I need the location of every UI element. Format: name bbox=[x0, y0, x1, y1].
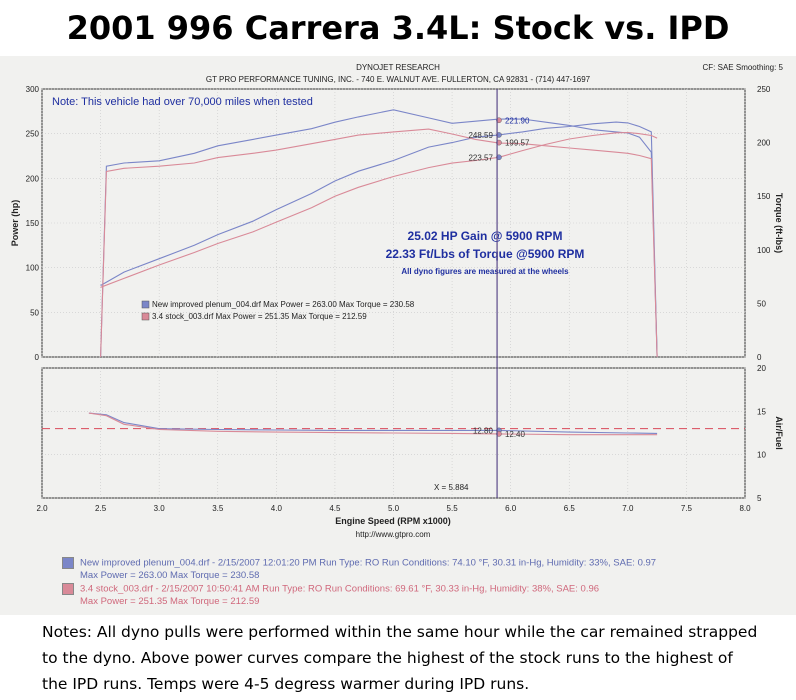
afr-tick-label: 5 bbox=[757, 494, 762, 503]
data-label: 12.40 bbox=[505, 430, 526, 439]
torque-tick-label: 100 bbox=[757, 246, 771, 255]
data-label: 223.57 bbox=[468, 153, 493, 162]
torque-axis-ticks: 0 50 100 150 200 250 bbox=[757, 85, 771, 362]
chart-background bbox=[0, 56, 796, 615]
run-ipd-details: New improved plenum_004.drf - 2/15/2007 … bbox=[80, 557, 657, 569]
x-tick-label: 5.0 bbox=[388, 504, 400, 513]
torque-tick-label: 150 bbox=[757, 192, 771, 201]
wheels-annotation: All dyno figures are measured at the whe… bbox=[401, 267, 569, 276]
power-tick-label: 100 bbox=[26, 264, 40, 273]
mileage-note: Note: This vehicle had over 70,000 miles… bbox=[52, 96, 313, 108]
data-label: 221.90 bbox=[505, 116, 530, 125]
afr-tick-label: 20 bbox=[757, 364, 766, 373]
header-correction: CF: SAE Smoothing: 5 bbox=[703, 63, 784, 72]
torque-tick-label: 200 bbox=[757, 139, 771, 148]
power-tick-label: 0 bbox=[35, 353, 40, 362]
data-label: 248.59 bbox=[468, 131, 493, 140]
power-panel-grid bbox=[41, 88, 746, 358]
run-info-ipd: New improved plenum_004.drf - 2/15/2007 … bbox=[62, 557, 656, 582]
header-shop: GT PRO PERFORMANCE TUNING, INC. - 740 E.… bbox=[206, 75, 591, 84]
afr-tick-label: 15 bbox=[757, 407, 766, 416]
power-torque-series: 221.90 248.59 199.57 223.57 bbox=[100, 109, 658, 358]
stock-torque-line bbox=[100, 128, 658, 358]
power-tick-label: 300 bbox=[26, 85, 40, 94]
torque-tick-label: 50 bbox=[757, 299, 766, 308]
torque-tick-label: 0 bbox=[757, 353, 762, 362]
power-axis-label: Power (hp) bbox=[10, 200, 20, 247]
website-link[interactable]: http://www.gtpro.com bbox=[356, 530, 431, 539]
ipd-power-line bbox=[100, 121, 658, 358]
cursor-readout: X = 5.884 bbox=[434, 483, 469, 492]
x-tick-label: 2.5 bbox=[95, 504, 107, 513]
run-ipd-swatch bbox=[62, 557, 74, 569]
afr-axis-ticks: 5 10 15 20 bbox=[757, 364, 766, 503]
power-axis-ticks: 0 50 100 150 200 250 300 bbox=[26, 85, 40, 362]
rpm-axis-ticks: 2.0 2.5 3.0 3.5 4.0 4.5 5.0 5.5 6.0 6.5 7.0 7.5 8.0 bbox=[36, 504, 751, 513]
hp-gain-annotation: 25.02 HP Gain @ 5900 RPM bbox=[408, 229, 563, 243]
afr-axis-label: Air/Fuel bbox=[774, 416, 784, 450]
x-tick-label: 6.0 bbox=[505, 504, 517, 513]
x-tick-label: 4.5 bbox=[329, 504, 341, 513]
legend-ipd-swatch bbox=[141, 300, 150, 309]
run-info-stock: 3.4 stock_003.drf - 2/15/2007 10:50:41 A… bbox=[62, 583, 599, 608]
torque-axis-label: Torque (ft-lbs) bbox=[774, 193, 784, 253]
run-stock-swatch bbox=[62, 583, 74, 595]
stock-afr-line bbox=[88, 412, 658, 436]
legend-stock-entry: 3.4 stock_003.drf Max Power = 251.35 Max… bbox=[152, 312, 367, 321]
run-stock-details: 3.4 stock_003.drf - 2/15/2007 10:50:41 A… bbox=[80, 583, 600, 595]
data-label: 12.80 bbox=[473, 426, 494, 435]
run-ipd-max: Max Power = 263.00 Max Torque = 230.58 bbox=[80, 569, 260, 581]
x-tick-label: 2.0 bbox=[36, 504, 48, 513]
run-stock-max: Max Power = 251.35 Max Torque = 212.59 bbox=[80, 595, 260, 607]
torque-tick-label: 250 bbox=[757, 85, 771, 94]
x-tick-label: 4.0 bbox=[271, 504, 283, 513]
x-tick-label: 3.0 bbox=[154, 504, 166, 513]
ipd-afr-line bbox=[88, 412, 658, 434]
torque-gain-annotation: 22.33 Ft/Lbs of Torque @5900 RPM bbox=[386, 247, 585, 261]
x-tick-label: 6.5 bbox=[564, 504, 576, 513]
rpm-axis-label: Engine Speed (RPM x1000) bbox=[335, 516, 451, 526]
x-tick-label: 8.0 bbox=[739, 504, 751, 513]
x-tick-label: 7.0 bbox=[622, 504, 634, 513]
header-org: DYNOJET RESEARCH bbox=[356, 63, 440, 72]
ipd-torque-line bbox=[100, 109, 658, 358]
legend-ipd-entry: New improved plenum_004.drf Max Power = … bbox=[152, 300, 415, 309]
legend-stock-swatch bbox=[141, 312, 150, 321]
afr-tick-label: 10 bbox=[757, 451, 766, 460]
power-tick-label: 50 bbox=[30, 308, 39, 317]
notes-paragraph: Notes: All dyno pulls were performed wit… bbox=[42, 623, 758, 693]
dyno-chart: DYNOJET RESEARCH GT PRO PERFORMANCE TUNI… bbox=[0, 56, 796, 615]
power-tick-label: 250 bbox=[26, 130, 40, 139]
data-label: 199.57 bbox=[505, 139, 530, 148]
power-tick-label: 150 bbox=[26, 219, 40, 228]
afr-series: 12.80 12.40 bbox=[42, 412, 745, 439]
stock-power-line bbox=[100, 131, 658, 288]
x-tick-label: 5.5 bbox=[447, 504, 459, 513]
x-tick-label: 3.5 bbox=[212, 504, 224, 513]
x-tick-label: 7.5 bbox=[681, 504, 693, 513]
power-tick-label: 200 bbox=[26, 174, 40, 183]
afr-panel-grid bbox=[41, 367, 746, 499]
